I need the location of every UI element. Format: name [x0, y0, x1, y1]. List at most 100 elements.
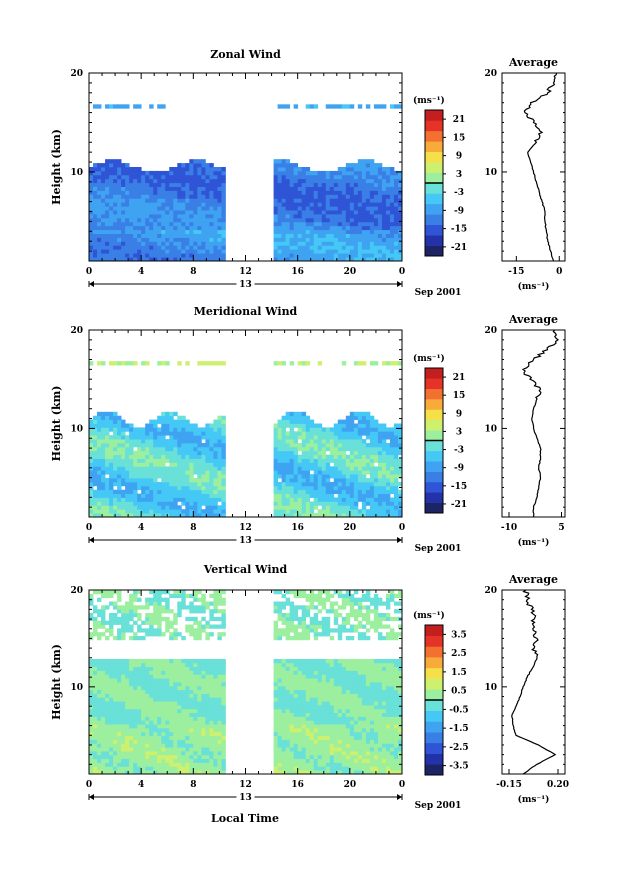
colorbar-segment — [425, 110, 443, 121]
x-tick-label: 20 — [344, 523, 357, 533]
colorbar-tick-label: 3 — [456, 170, 462, 180]
colorbar-segment — [425, 183, 443, 194]
colorbar-unit: (ms⁻¹) — [413, 353, 445, 364]
panel-title: Vertical Wind — [203, 563, 288, 576]
colorbar-segment — [425, 388, 443, 400]
colorbar-tick-label: 1.5 — [451, 668, 467, 678]
day-label: 13 — [239, 280, 252, 290]
colorbar-tick-label: -9 — [454, 464, 464, 474]
x-tick-label: 8 — [190, 267, 196, 277]
colorbar-tick-label: -21 — [451, 243, 467, 253]
y-axis-label: Height (km) — [50, 644, 63, 720]
average-x-tick-label: -0.15 — [496, 780, 522, 790]
colorbar-segment — [425, 162, 443, 173]
y-tick-label: 10 — [70, 424, 83, 434]
colorbar-segment — [425, 440, 443, 452]
colorbar-tick-label: 2.5 — [451, 649, 467, 659]
colorbar-tick-label: -21 — [451, 500, 467, 510]
colorbar-tick-label: 21 — [453, 115, 466, 125]
average-title: Average — [508, 56, 558, 69]
average-frame — [501, 589, 566, 775]
y-tick-label: 20 — [70, 69, 83, 79]
colorbar-unit: (ms⁻¹) — [413, 610, 445, 621]
average-title: Average — [508, 573, 558, 586]
date-label: Sep 2001 — [415, 544, 462, 554]
average-panel: Average 10 20 -15 0 (ms⁻¹) — [484, 56, 566, 292]
average-y-tick-label: 10 — [484, 683, 497, 693]
x-axis-label: Local Time — [211, 812, 279, 825]
date-bar: 13 — [88, 278, 403, 290]
colorbar-segment — [425, 492, 443, 503]
heatmap-cells — [89, 361, 403, 518]
average-frame — [501, 72, 566, 262]
x-tick-label: 0 — [86, 523, 92, 533]
colorbar: (ms⁻¹) 21 15 9 3 -3 -9 -15 -21 — [413, 353, 467, 514]
colorbar-segment — [425, 667, 443, 679]
colorbar-segment — [425, 764, 443, 776]
colorbar-segment — [425, 419, 443, 431]
colorbar-segment — [425, 130, 443, 142]
average-y-tick-label: 20 — [484, 586, 497, 596]
average-y-tick-label: 10 — [484, 424, 497, 434]
x-tick-label: 0 — [86, 267, 92, 277]
colorbar-segment — [425, 635, 443, 647]
colorbar-segment — [425, 646, 443, 658]
colorbar-tick-label: 0.5 — [451, 687, 467, 697]
colorbar-tick-label: -3 — [454, 446, 464, 456]
colorbar-segment — [425, 120, 443, 132]
average-x-tick-label: -10 — [501, 523, 517, 533]
x-tick-label: 0 — [399, 523, 405, 533]
heatmap-cells — [89, 104, 403, 262]
colorbar-segment — [425, 203, 443, 215]
date-bar: 13 — [88, 534, 403, 546]
colorbar-segment — [425, 141, 443, 153]
colorbar-segment — [425, 481, 443, 493]
average-profile-line — [511, 589, 557, 775]
colorbar-segment — [425, 450, 443, 462]
panel-1: Meridional Wind 10 20 Height (km) 0 4 8 12 16 20 0… — [50, 305, 566, 554]
x-tick-label: 16 — [291, 267, 304, 277]
colorbar-segment — [425, 742, 443, 754]
colorbar-segment — [425, 625, 443, 637]
colorbar-tick-label: 3.5 — [451, 630, 467, 640]
colorbar-segment — [425, 721, 443, 733]
colorbar-tick-label: 9 — [456, 409, 462, 419]
day-label: 13 — [239, 793, 252, 803]
x-tick-label: 16 — [291, 780, 304, 790]
x-tick-label: 8 — [190, 523, 196, 533]
colorbar-tick-label: 15 — [453, 133, 466, 143]
colorbar-tick-label: 3 — [456, 427, 462, 437]
colorbar-segment — [425, 700, 443, 712]
x-tick-label: 4 — [138, 523, 144, 533]
date-label: Sep 2001 — [415, 801, 462, 811]
colorbar-segment — [425, 151, 443, 163]
colorbar-tick-label: 21 — [453, 373, 466, 383]
average-x-tick-label: 0.20 — [547, 780, 569, 790]
average-x-tick-label: 0 — [556, 267, 562, 277]
colorbar-segment — [425, 657, 443, 669]
average-y-tick-label: 20 — [484, 326, 497, 336]
x-tick-label: 0 — [399, 780, 405, 790]
colorbar-tick-label: -2.5 — [449, 743, 468, 753]
panel-title: Meridional Wind — [194, 305, 298, 318]
y-axis-label: Height (km) — [50, 129, 63, 205]
date-bar: 13 — [88, 791, 403, 803]
average-panel: Average 10 20 -0.15 0.20 (ms⁻¹) — [484, 573, 568, 805]
colorbar-tick-label: 15 — [453, 391, 466, 401]
average-profile-line — [523, 72, 557, 262]
colorbar-segment — [425, 502, 443, 514]
colorbar-segment — [425, 461, 443, 472]
x-tick-label: 12 — [239, 523, 252, 533]
colorbar-segment — [425, 710, 443, 722]
date-label: Sep 2001 — [415, 288, 462, 298]
x-tick-label: 4 — [138, 267, 144, 277]
average-title: Average — [508, 313, 558, 326]
y-tick-label: 10 — [70, 168, 83, 178]
colorbar-segment — [425, 689, 443, 701]
panel-0: Zonal Wind 10 20 Height (km) 0 4 8 12 16 20 0 13 Sep… — [50, 48, 566, 298]
colorbar-segment — [425, 172, 443, 184]
colorbar-segment — [425, 430, 443, 441]
colorbar-tick-label: -3.5 — [449, 762, 468, 772]
colorbar-segment — [425, 368, 443, 379]
x-tick-label: 20 — [344, 780, 357, 790]
